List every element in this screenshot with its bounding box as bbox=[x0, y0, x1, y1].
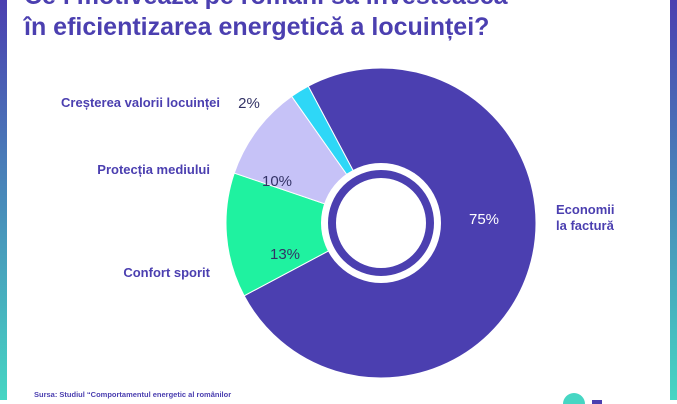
leaf-logo-icon bbox=[563, 393, 602, 404]
slice-value-label: 10% bbox=[262, 173, 292, 190]
slice-category-label: Confort sporit bbox=[123, 265, 210, 280]
chart-title-line-2: în eficientizarea energetică a locuinței… bbox=[24, 13, 490, 41]
slice-value-label: 75% bbox=[469, 211, 499, 228]
chart-title-line-1: Ce i motivează pe români să investească bbox=[24, 0, 508, 11]
slice-value-label: 2% bbox=[238, 95, 260, 112]
source-note: Sursa: Studiul “Comportamentul energetic… bbox=[34, 390, 232, 399]
slice-category-label: Economii la factură bbox=[556, 202, 615, 233]
slice-category-label: Protecția mediului bbox=[97, 162, 210, 177]
center-ring-icon bbox=[328, 170, 434, 276]
slice-category-label: Creșterea valorii locuinței bbox=[61, 95, 220, 110]
pie-slice bbox=[225, 172, 383, 297]
slice-value-label: 13% bbox=[270, 246, 300, 263]
